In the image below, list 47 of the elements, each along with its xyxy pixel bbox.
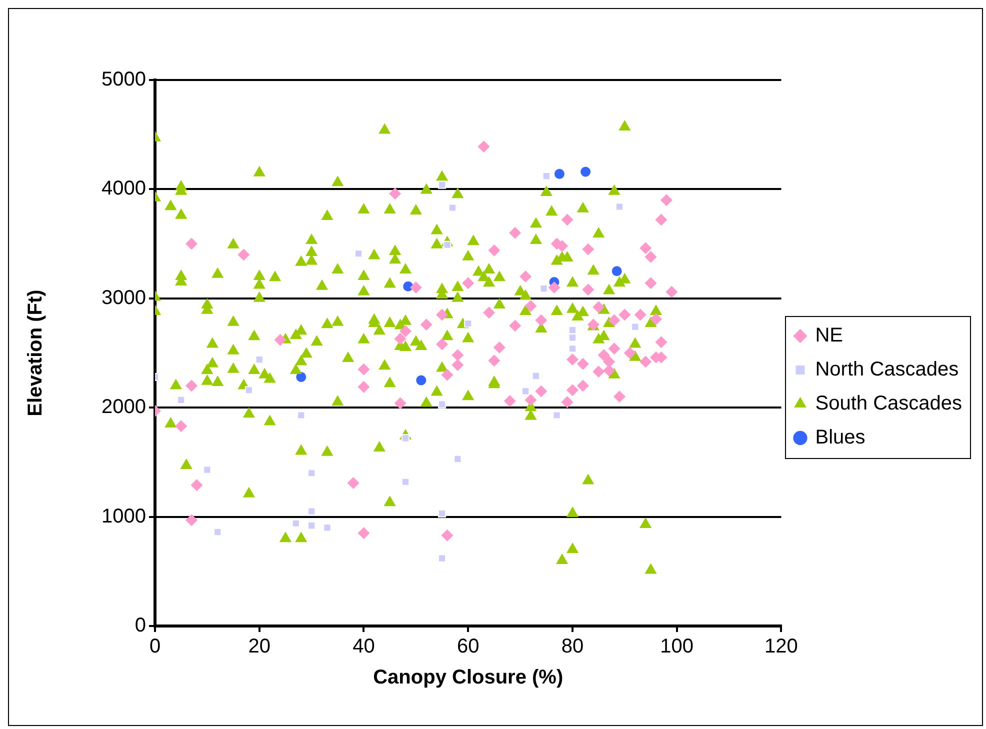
point xyxy=(448,204,456,212)
point xyxy=(542,172,550,180)
point xyxy=(416,375,426,386)
x-tick-label: 100 xyxy=(660,636,694,658)
point xyxy=(296,372,306,382)
point xyxy=(464,319,472,328)
y-tick-label: 0 xyxy=(134,614,146,637)
legend-label: North Cascades xyxy=(815,358,959,381)
point xyxy=(554,168,564,179)
point xyxy=(244,386,253,394)
point xyxy=(540,284,548,293)
point xyxy=(612,266,622,276)
point xyxy=(308,507,316,516)
y-tick-label: 1000 xyxy=(102,505,146,528)
point xyxy=(203,466,212,474)
point xyxy=(454,454,462,463)
point xyxy=(308,522,316,530)
point xyxy=(532,372,540,380)
point xyxy=(308,469,316,478)
legend-label: Blues xyxy=(815,426,866,449)
legend-label: NE xyxy=(815,324,844,347)
point xyxy=(438,180,446,189)
point xyxy=(214,528,222,536)
point xyxy=(438,400,446,408)
x-tick-label: 80 xyxy=(561,636,584,658)
y-tick-label: 2000 xyxy=(102,396,146,418)
x-tick-label: 0 xyxy=(149,636,161,658)
point xyxy=(292,519,300,528)
legend-label: South Cascades xyxy=(815,392,962,415)
point xyxy=(255,356,264,364)
y-tick-label: 4000 xyxy=(102,178,146,200)
x-tick-label: 60 xyxy=(456,636,480,658)
point xyxy=(552,411,561,420)
y-tick-label: 3000 xyxy=(102,286,146,309)
x-tick-label: 20 xyxy=(248,636,270,658)
y-axis-title: Elevation (Ft) xyxy=(24,290,47,416)
point xyxy=(297,411,306,420)
point xyxy=(177,396,186,404)
x-tick-label: 40 xyxy=(352,636,375,658)
point xyxy=(631,322,640,331)
point xyxy=(323,524,332,532)
point xyxy=(401,434,410,442)
x-axis-title: Canopy Closure (%) xyxy=(373,666,564,689)
point xyxy=(615,202,624,211)
point xyxy=(580,166,591,177)
x-tick-label: 120 xyxy=(764,636,798,658)
y-tick-label: 5000 xyxy=(102,68,146,91)
